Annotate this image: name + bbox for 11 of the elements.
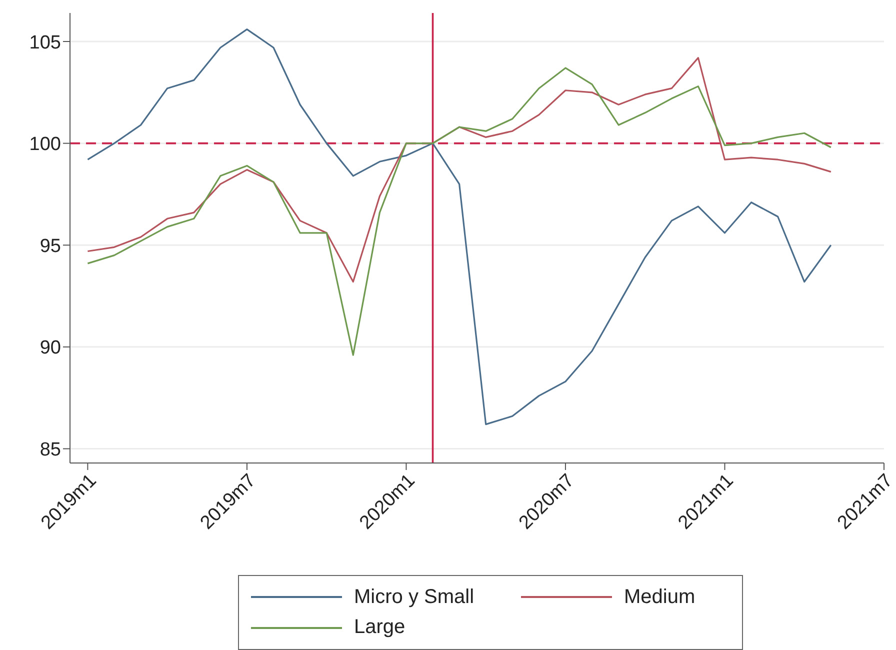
y-tick-label: 100 [29, 134, 61, 156]
legend-label: Micro y Small [354, 586, 474, 608]
y-tick-label: 95 [40, 236, 61, 257]
y-tick-label: 90 [40, 338, 61, 359]
line-series [86, 56, 832, 283]
legend-label: Medium [624, 586, 696, 608]
line-series [86, 28, 832, 426]
legend-label: Large [354, 616, 406, 639]
y-tick-label: 105 [29, 32, 61, 54]
y-tick-label: 85 [40, 439, 61, 460]
line-series [86, 67, 832, 356]
